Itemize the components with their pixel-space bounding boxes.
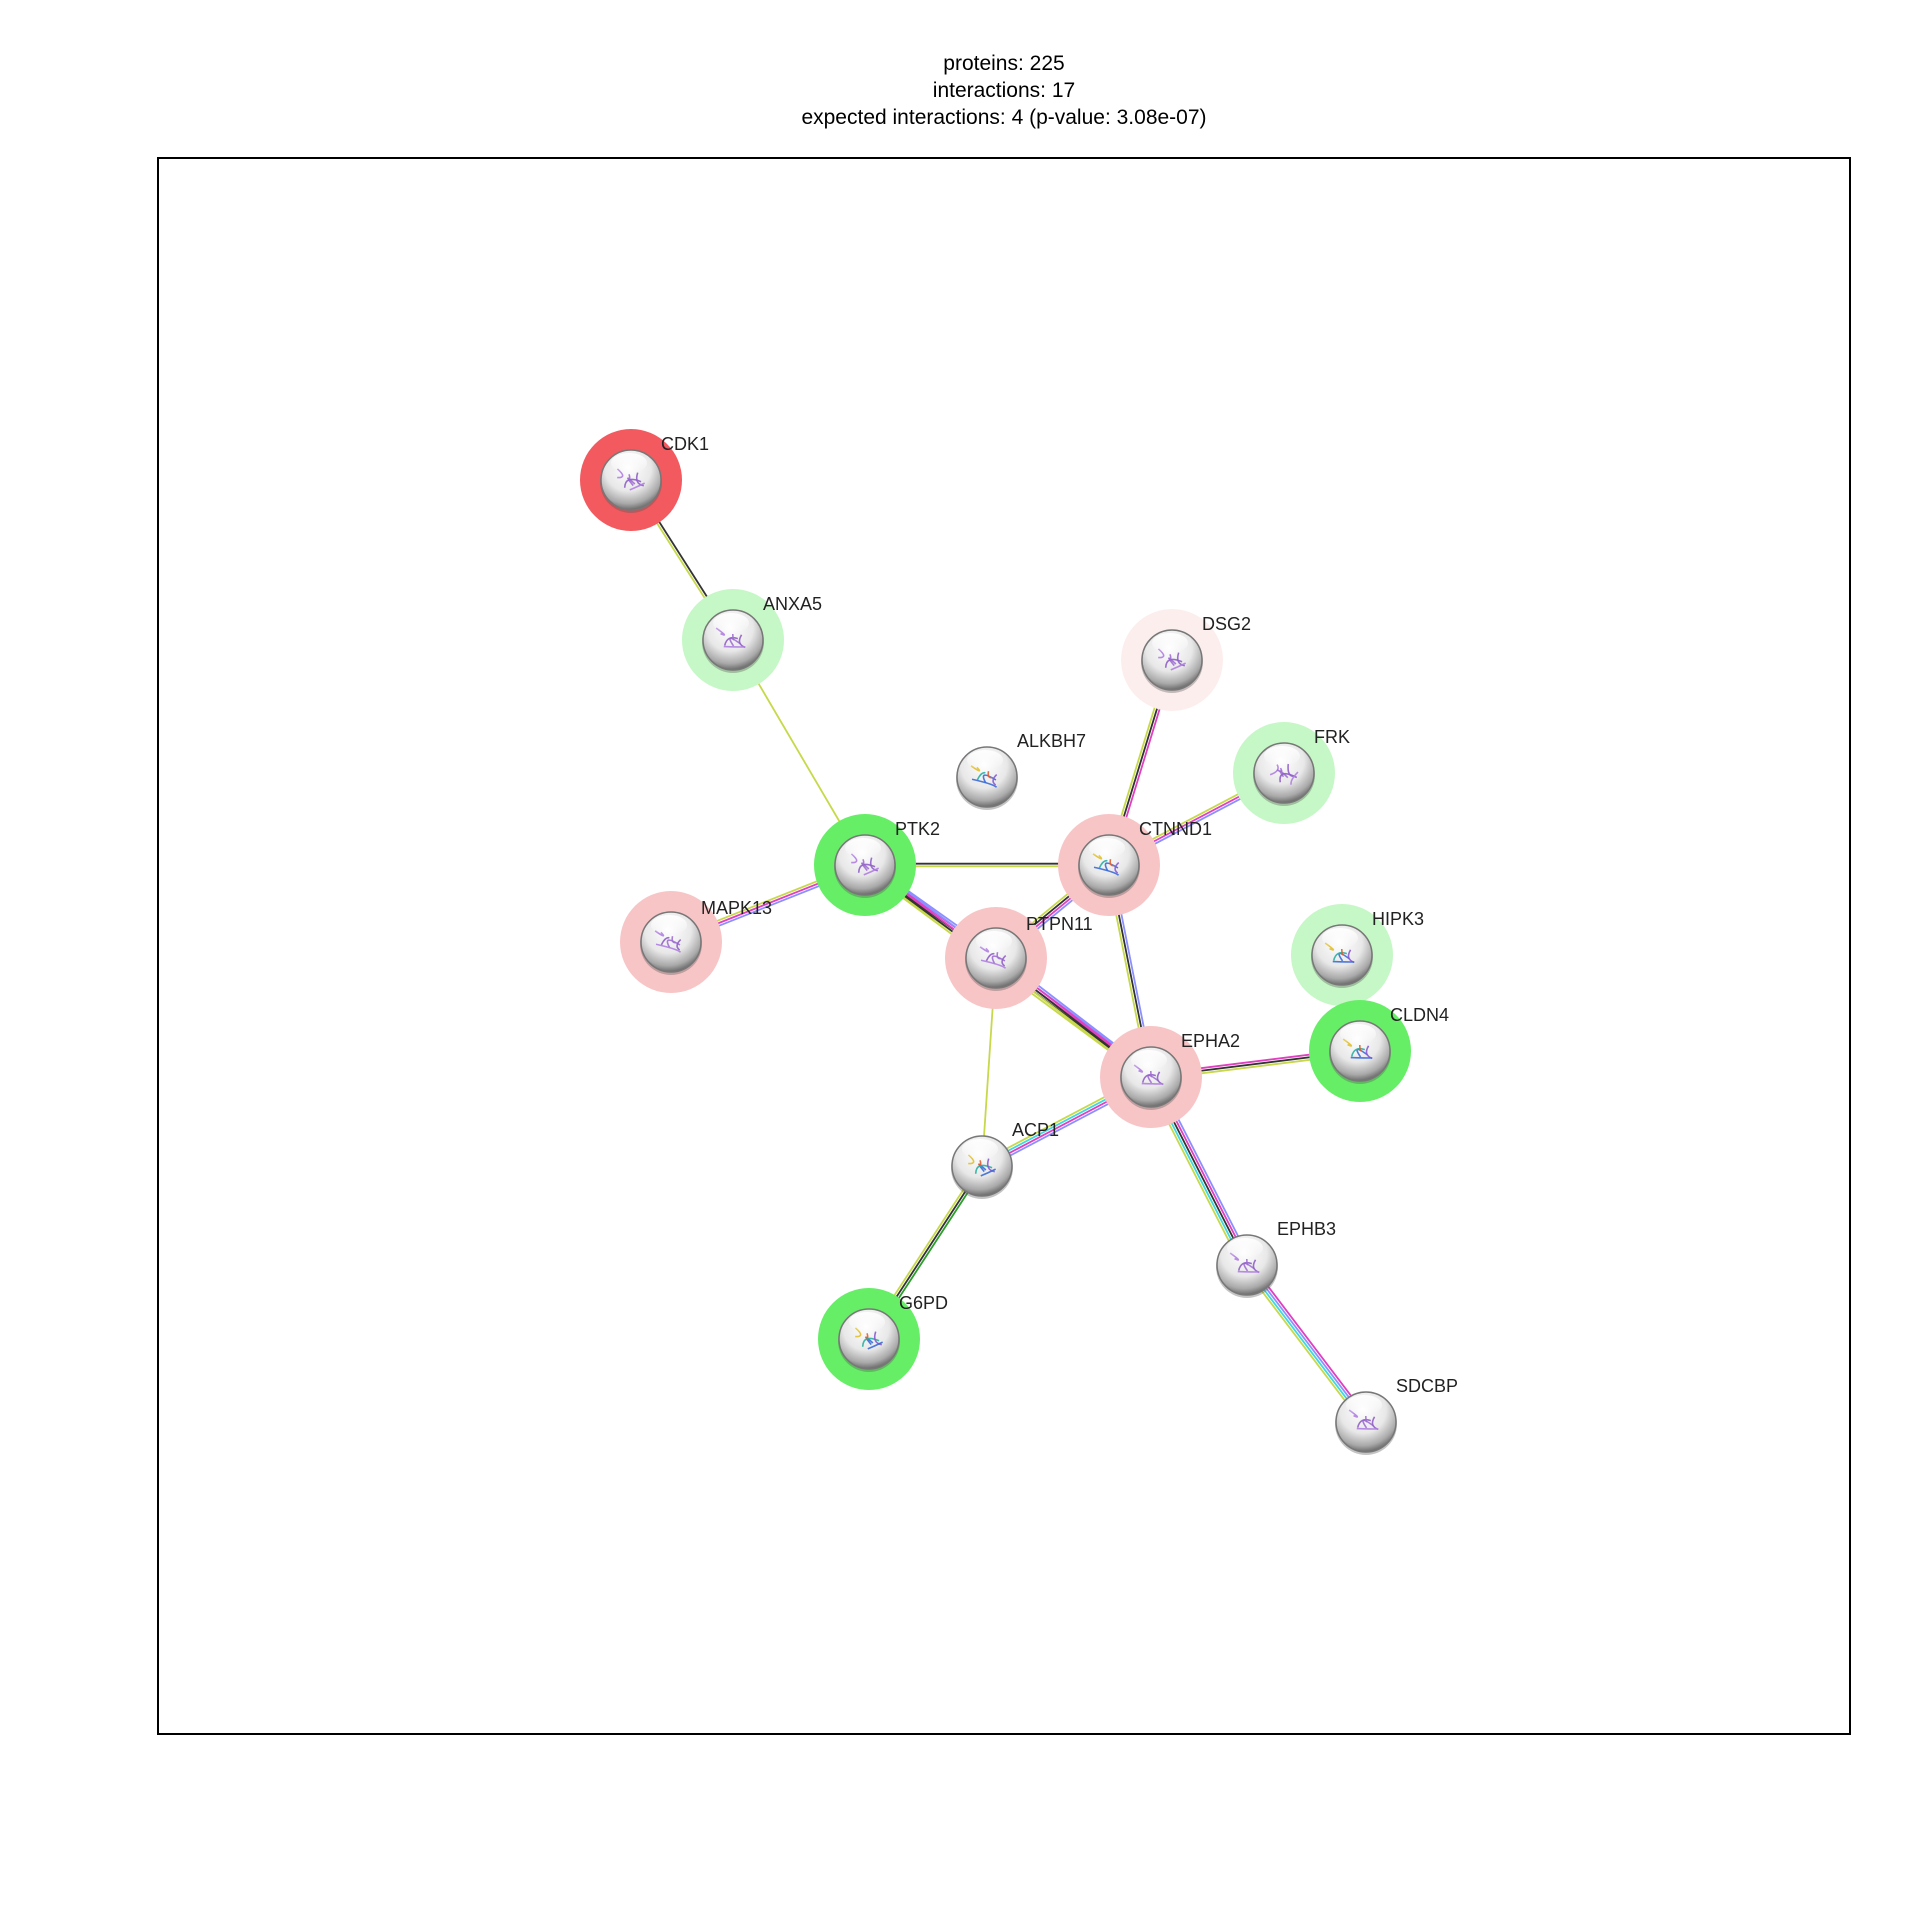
edge-evidence-blue xyxy=(1247,1263,1368,1422)
expected-interactions: expected interactions: 4 (p-value: 3.08e… xyxy=(801,106,1207,129)
node-acp1[interactable]: ACP1 xyxy=(951,1120,1059,1199)
edge-ephb3-sdcbp[interactable] xyxy=(1243,1262,1370,1425)
node-gloss xyxy=(1322,928,1358,948)
interaction-count: interactions: 17 xyxy=(932,79,1076,102)
node-label-acp1: ACP1 xyxy=(1012,1120,1059,1140)
protein-structure-icon xyxy=(1157,648,1187,671)
node-epha2[interactable]: EPHA2 xyxy=(1120,1031,1240,1110)
node-ptk2[interactable]: PTK2 xyxy=(834,819,940,898)
node-gloss xyxy=(976,931,1012,951)
node-label-ptpn11: PTPN11 xyxy=(1026,914,1093,934)
edge-evidence-cyan xyxy=(1245,1265,1366,1424)
node-gloss xyxy=(1340,1024,1376,1044)
node-gloss xyxy=(1131,1050,1167,1070)
node-hipk3[interactable]: HIPK3 xyxy=(1311,909,1424,988)
node-label-sdcbp: SDCBP xyxy=(1396,1376,1458,1396)
node-sdcbp[interactable]: SDCBP xyxy=(1335,1376,1458,1455)
protein-structure-icon xyxy=(979,946,1007,969)
protein-structure-icon xyxy=(654,930,682,953)
node-label-dsg2: DSG2 xyxy=(1202,614,1251,634)
node-cldn4[interactable]: CLDN4 xyxy=(1329,1005,1449,1084)
node-mapk13[interactable]: MAPK13 xyxy=(640,898,772,975)
node-label-ephb3: EPHB3 xyxy=(1277,1219,1336,1239)
network-summary: proteins: 225 interactions: 17 expected … xyxy=(0,50,1920,131)
node-ephb3[interactable]: EPHB3 xyxy=(1216,1219,1336,1298)
node-label-frk: FRK xyxy=(1314,727,1350,747)
node-gloss xyxy=(713,613,749,633)
protein-structure-icon xyxy=(715,627,746,649)
node-gloss xyxy=(651,915,687,935)
edge-evidence-pink xyxy=(1249,1262,1370,1421)
node-label-g6pd: G6PD xyxy=(899,1293,948,1313)
node-anxa5[interactable]: ANXA5 xyxy=(702,594,822,673)
node-label-hipk3: HIPK3 xyxy=(1372,909,1424,929)
protein-structure-icon xyxy=(970,765,998,788)
node-label-alkbh7: ALKBH7 xyxy=(1017,731,1086,751)
node-ctnnd1[interactable]: CTNND1 xyxy=(1078,819,1212,898)
node-gloss xyxy=(849,1312,885,1332)
node-dsg2[interactable]: DSG2 xyxy=(1141,614,1251,693)
node-g6pd[interactable]: G6PD xyxy=(838,1293,948,1372)
node-cdk1[interactable]: CDK1 xyxy=(600,434,709,513)
node-alkbh7[interactable]: ALKBH7 xyxy=(956,731,1086,810)
node-gloss xyxy=(1264,746,1300,766)
protein-count: proteins: 225 xyxy=(943,52,1065,75)
node-gloss xyxy=(845,838,881,858)
protein-structure-icon xyxy=(967,1154,997,1177)
protein-structure-icon xyxy=(1229,1252,1260,1274)
node-label-cdk1: CDK1 xyxy=(661,434,709,454)
node-gloss xyxy=(611,453,647,473)
node-gloss xyxy=(1089,838,1125,858)
protein-structure-icon xyxy=(1342,1038,1373,1060)
node-label-ptk2: PTK2 xyxy=(895,819,940,839)
protein-structure-icon xyxy=(1133,1064,1164,1086)
node-gloss xyxy=(967,750,1003,770)
node-label-epha2: EPHA2 xyxy=(1181,1031,1240,1051)
node-label-anxa5: ANXA5 xyxy=(763,594,822,614)
node-label-ctnnd1: CTNND1 xyxy=(1139,819,1212,839)
node-frk[interactable]: FRK xyxy=(1253,727,1350,806)
node-gloss xyxy=(1152,633,1188,653)
node-label-cldn4: CLDN4 xyxy=(1390,1005,1449,1025)
node-label-mapk13: MAPK13 xyxy=(701,898,772,918)
node-gloss xyxy=(1346,1395,1382,1415)
protein-structure-icon xyxy=(1324,942,1355,964)
node-gloss xyxy=(962,1139,998,1159)
node-ptpn11[interactable]: PTPN11 xyxy=(965,914,1093,991)
edge-evidence-yellow xyxy=(1243,1266,1364,1425)
nodes-layer: CDK1 ANXA5 DSG2 ALKBH7 FRK PTK2 CTNND1 MAPK13 PT… xyxy=(600,434,1458,1455)
node-gloss xyxy=(1227,1238,1263,1258)
protein-structure-icon xyxy=(854,1327,884,1350)
